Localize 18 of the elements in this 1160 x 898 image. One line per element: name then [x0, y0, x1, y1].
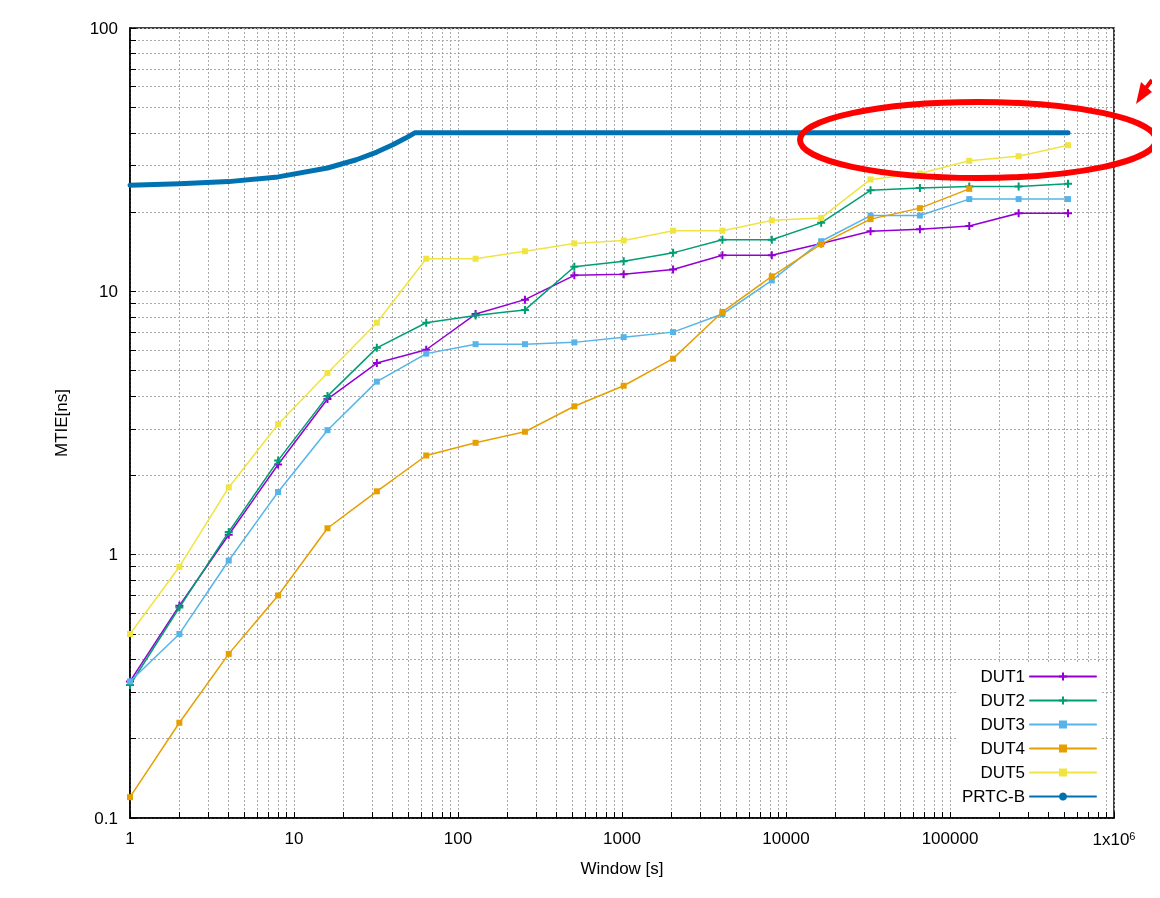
legend-label: DUT4 [980, 739, 1025, 758]
x-tick-label: 100000 [921, 829, 979, 848]
legend-label: DUT1 [980, 667, 1025, 686]
x-tick-label: 10 [284, 829, 304, 848]
legend-label: DUT2 [980, 691, 1025, 710]
y-tick-label: 0.1 [94, 808, 118, 828]
y-tick-label: 10 [99, 281, 118, 301]
legend-label: DUT5 [980, 763, 1025, 782]
x-tick-label: 100 [443, 829, 473, 848]
x-tick-label: 1 [125, 829, 135, 848]
legend-label: PRTC-B [962, 787, 1025, 806]
legend-label: DUT3 [980, 715, 1025, 734]
x-tick-label: 1000 [603, 829, 641, 848]
y-tick-label: 100 [89, 18, 118, 38]
x-tick-label: 10000 [762, 829, 810, 848]
y-tick-label: 1 [108, 545, 118, 565]
y-axis-title: MTIE[ns] [52, 388, 71, 458]
x-axis-title: Window [s] [580, 859, 664, 878]
